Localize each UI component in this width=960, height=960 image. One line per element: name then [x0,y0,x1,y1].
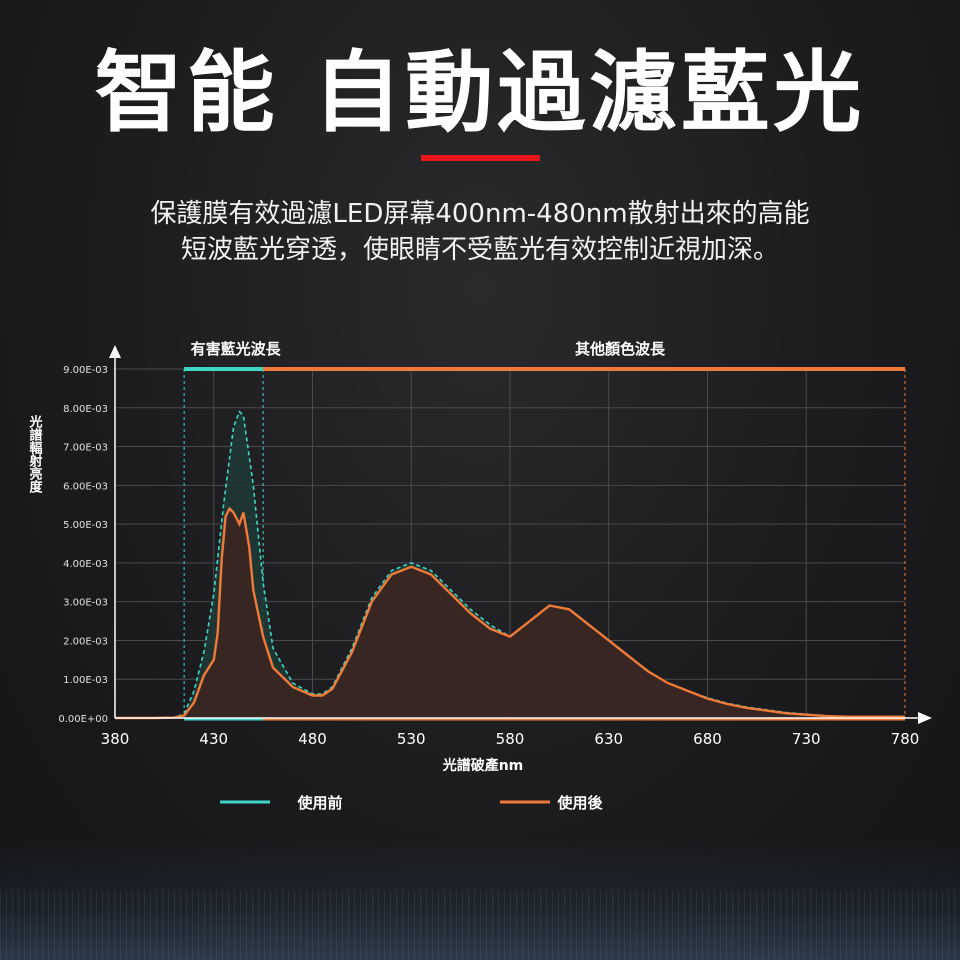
label-layer: 0.00E+00 1.00E-03 2.00E-03 3.00E-03 4.00E-03… [27,340,920,774]
series-area-after [115,508,905,718]
x-axis-arrow [918,712,932,724]
x-axis-title: 光譜破產nm [442,757,524,774]
y-axis-arrow [109,345,121,358]
y-tick-label: 2.00E-03 [63,636,108,647]
series-layer [115,410,906,720]
y-tick-label: 4.00E-03 [63,559,108,570]
x-tick-label: 380 [101,730,130,748]
x-tick-label: 780 [891,730,920,748]
y-tick-label: 6.00E-03 [63,481,108,492]
series-line-after [115,506,906,720]
x-tick-label: 730 [792,730,821,748]
y-axis-title: 光譜輻射亮度 [27,414,44,494]
spectrum-chart: 0.00E+00 1.00E-03 2.00E-03 3.00E-03 4.00E-03… [27,340,932,812]
y-tick-label: 9.00E-03 [63,365,108,376]
x-tick-label: 630 [594,730,623,748]
y-tick-label: 8.00E-03 [63,404,108,415]
page-title: 智能 自動過濾藍光 [94,41,866,144]
x-tick-label: 480 [298,730,327,748]
legend-label: 使用前 [296,794,342,812]
x-tick-label: 430 [199,730,228,748]
y-tick-label: 5.00E-03 [63,520,108,531]
band-label-other: 其他顏色波長 [575,340,666,358]
y-tick-label: 3.00E-03 [63,598,108,609]
x-tick-label: 680 [693,730,722,748]
title-accent-bar [421,155,540,161]
subtitle-line-2: 短波藍光穿透，使眼睛不受藍光有效控制近視加深。 [180,235,779,265]
legend-label: 使用後 [556,794,603,812]
y-tick-label: 0.00E+00 [58,714,108,725]
x-tick-label: 530 [397,730,426,748]
series-line-before [115,410,906,719]
legend-layer: 使用前 使用後 [220,794,603,812]
band-label-harmful: 有害藍光波長 [191,340,282,358]
axis-layer [109,345,932,724]
bottom-decoration [0,840,960,960]
subtitle-line-1: 保護膜有效過濾LED屏幕400nm-480nm散射出來的高能 [150,199,810,229]
y-tick-label: 7.00E-03 [63,443,108,454]
y-tick-label: 1.00E-03 [63,675,108,686]
x-tick-label: 580 [496,730,525,748]
